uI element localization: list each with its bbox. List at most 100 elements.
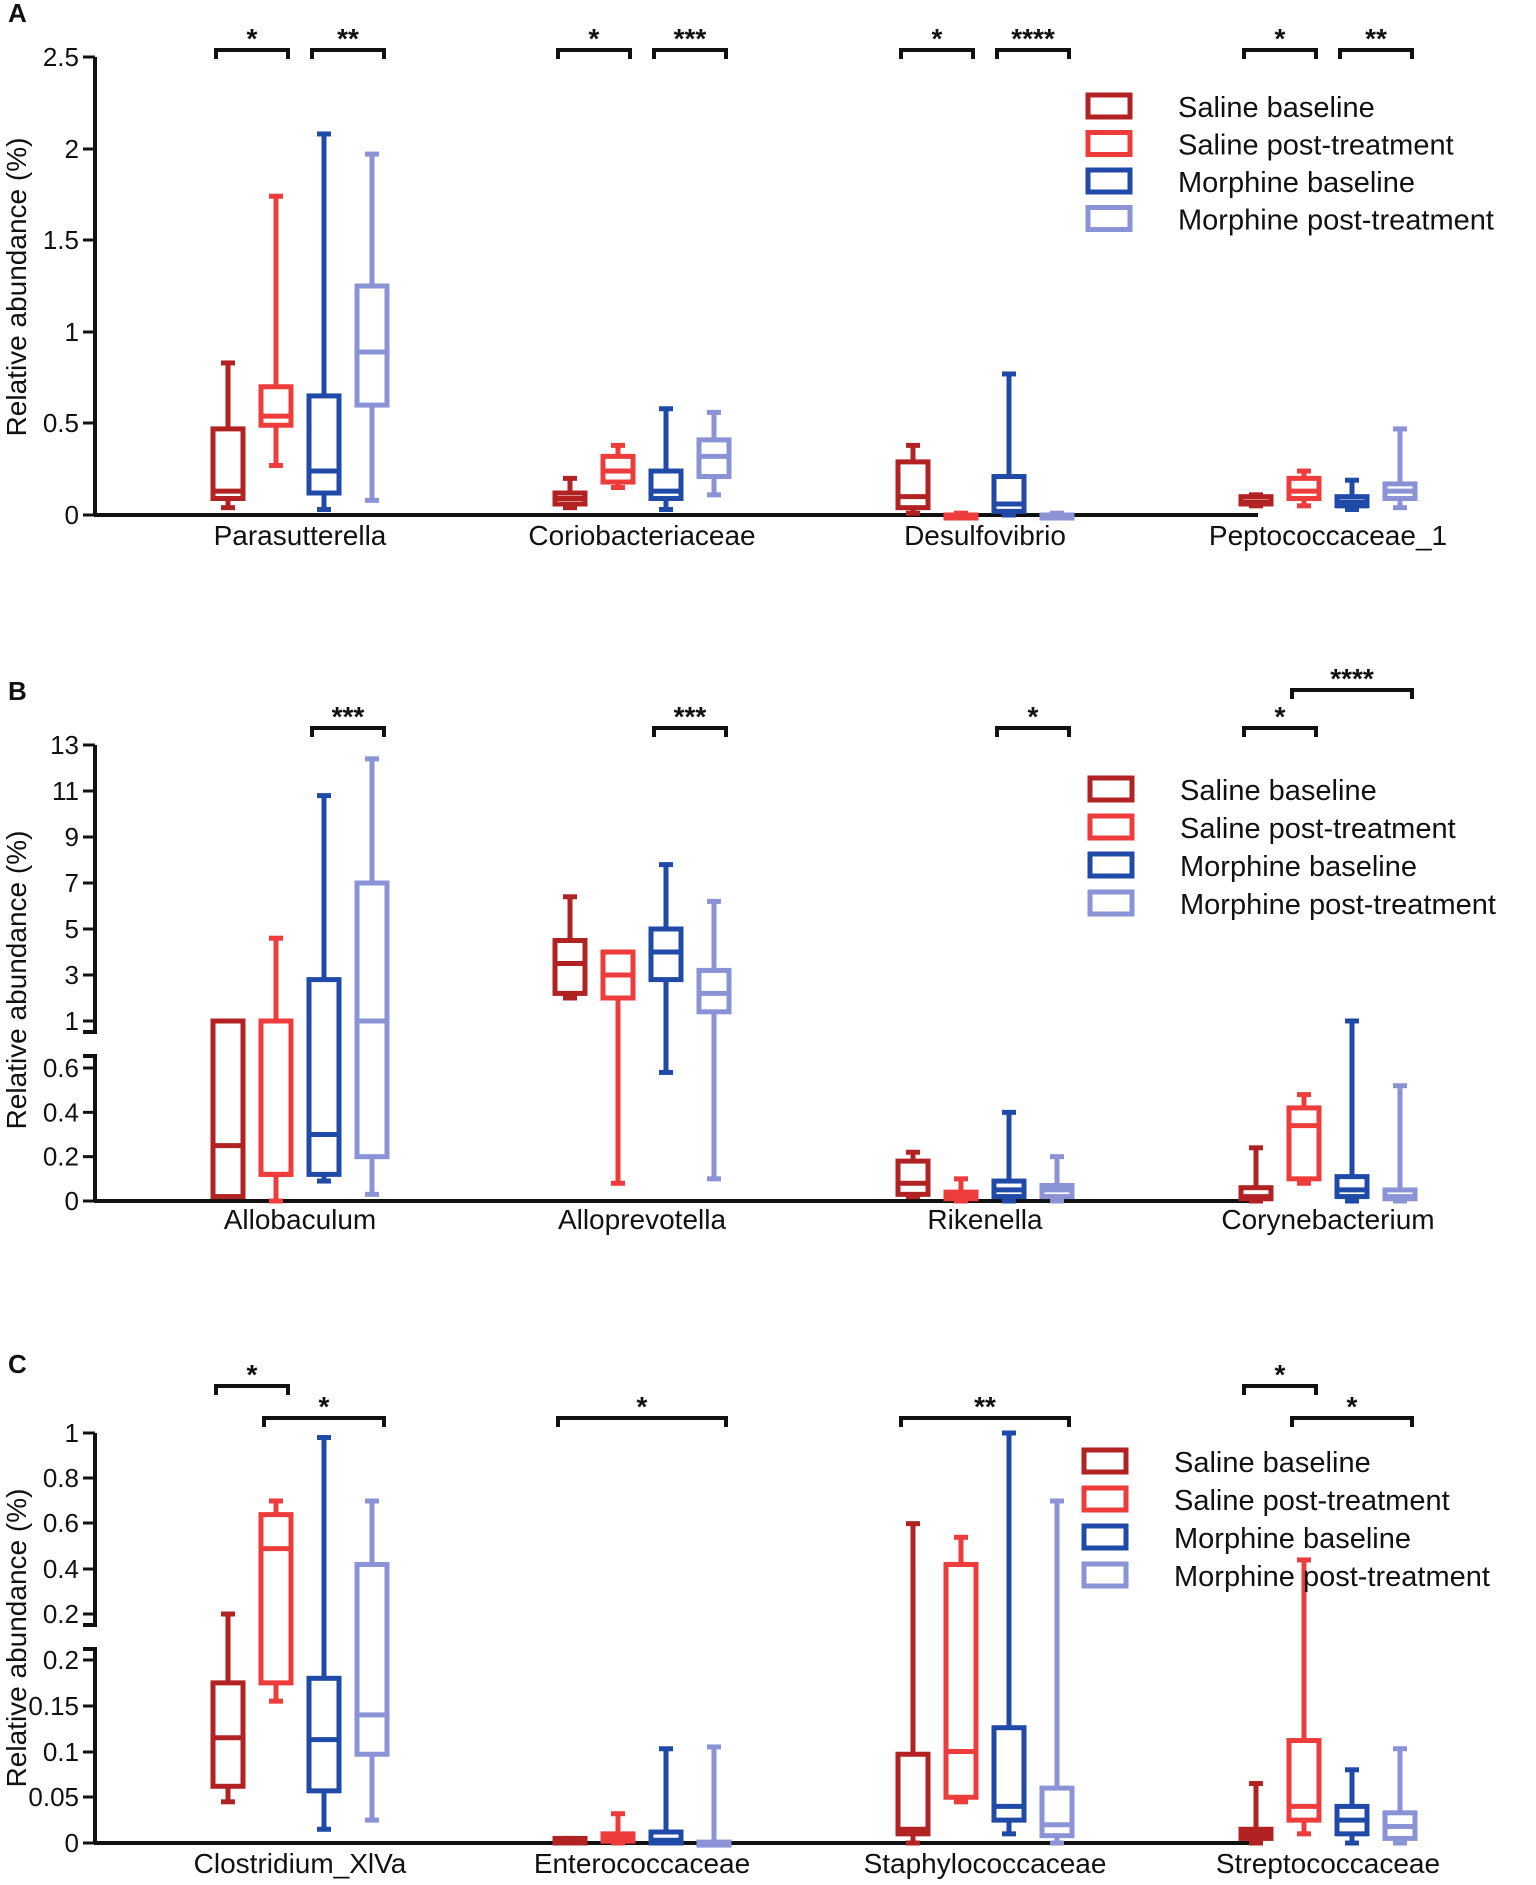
panel-label: C: [8, 1349, 27, 1379]
y-tick-label: 0.2: [43, 1645, 79, 1675]
significance-label: ***: [674, 23, 707, 54]
box-plot: [1238, 492, 1274, 509]
box-plot: [943, 1534, 979, 1805]
box-plot: [210, 1018, 246, 1200]
box-plot: [1039, 1154, 1075, 1204]
box-iqr: [895, 1158, 931, 1197]
significance-bracket: *: [1290, 1391, 1414, 1427]
significance-bracket: *: [1242, 1359, 1318, 1395]
panel-c: C Relative abundance (%) 0 0.05 0.1 0.15 0.2 0.…: [1, 1349, 1490, 1879]
significance-label: *: [247, 23, 258, 54]
y-tick-label: 0.15: [28, 1691, 79, 1721]
panel-a: A Relative abundance (%) 0 0.5 1 1.5 2 2.5 Paras…: [1, 0, 1494, 551]
legend-label: Saline post-treatment: [1180, 813, 1456, 845]
significance-label: *: [247, 1359, 258, 1390]
y-tick-label: 1: [65, 1006, 79, 1036]
legend-swatch: [1081, 1447, 1129, 1475]
significance-bracket: **: [1338, 23, 1414, 59]
box-plot: [258, 935, 294, 1204]
box-iqr: [210, 426, 246, 502]
y-tick-label: 13: [50, 730, 79, 760]
significance-bracket: *: [214, 23, 290, 59]
x-category-label: Alloprevotella: [558, 1204, 727, 1235]
significance-bracket: *: [556, 1391, 728, 1427]
significance-bracket: *: [556, 23, 632, 59]
significance-label: *: [319, 1391, 330, 1422]
legend-label: Morphine baseline: [1174, 1523, 1411, 1555]
significance-label: *: [1028, 701, 1039, 732]
significance-label: ***: [674, 701, 707, 732]
box-plot: [648, 406, 684, 513]
x-category-label: Parasutterella: [214, 520, 387, 551]
significance-bracket: *: [262, 1391, 386, 1427]
legend: Saline baseline Saline post-treatment Morp…: [1081, 1447, 1490, 1593]
significance-label: *: [637, 1391, 648, 1422]
significance-label: *: [1275, 1359, 1286, 1390]
significance-label: ****: [1011, 23, 1055, 54]
x-category-label: Clostridium_XlVa: [194, 1848, 407, 1879]
box-plot: [696, 898, 732, 1182]
legend-label: Morphine post-treatment: [1178, 205, 1494, 237]
box-plot: [1334, 477, 1370, 513]
legend: Saline baseline Saline post-treatment Morp…: [1085, 92, 1494, 237]
y-tick-label: 0.6: [43, 1508, 79, 1538]
legend-label: Morphine baseline: [1178, 167, 1415, 199]
legend-swatch: [1081, 1523, 1129, 1551]
x-category-label: Corynebacterium: [1221, 1204, 1434, 1235]
legend-swatch: [1081, 1561, 1129, 1589]
significance-bracket: *: [1242, 701, 1318, 737]
box-plot: [552, 894, 588, 1001]
legend-label: Saline post-treatment: [1174, 1485, 1450, 1517]
box-iqr: [648, 1829, 684, 1846]
box-iqr: [210, 1680, 246, 1789]
significance-bracket: *: [214, 1359, 290, 1395]
box-plot: [648, 1746, 684, 1846]
box-plot: [306, 1435, 342, 1832]
y-tick-label: 0.4: [43, 1097, 79, 1127]
box-plot: [552, 1835, 588, 1846]
y-axis-label: Relative abundance (%): [1, 138, 32, 437]
box-iqr: [306, 1675, 342, 1794]
legend-label: Morphine post-treatment: [1174, 1561, 1490, 1593]
legend: Saline baseline Saline post-treatment Morp…: [1087, 775, 1496, 921]
box-plot: [258, 193, 294, 469]
y-tick-label: 0.1: [43, 1737, 79, 1767]
box-plot: [1382, 426, 1418, 511]
box-iqr: [1286, 1105, 1322, 1182]
legend-label: Saline baseline: [1178, 92, 1375, 124]
y-tick-label: 0.6: [43, 1053, 79, 1083]
y-tick-label: 0.5: [43, 408, 79, 438]
box-iqr: [648, 468, 684, 502]
box-iqr: [306, 393, 342, 496]
x-category-label: Streptococcaceae: [1216, 1848, 1440, 1879]
box-plot: [895, 1149, 931, 1200]
significance-label: *: [1275, 23, 1286, 54]
box-plot: [943, 510, 979, 521]
box-plot: [943, 1176, 979, 1204]
box-iqr: [258, 1512, 294, 1686]
box-plot: [1039, 1498, 1075, 1846]
box-iqr: [354, 283, 390, 408]
box-plot: [354, 1498, 390, 1823]
y-tick-label: 0.05: [28, 1782, 79, 1812]
box-plot: [895, 1521, 931, 1846]
legend-label: Saline baseline: [1180, 775, 1377, 807]
significance-label: *: [1275, 701, 1286, 732]
legend-label: Saline baseline: [1174, 1447, 1371, 1479]
y-axis-label: Relative abundance (%): [1, 1489, 32, 1788]
box-plot: [258, 1498, 294, 1704]
box-iqr: [1286, 475, 1322, 502]
legend-label: Morphine post-treatment: [1180, 889, 1496, 921]
significance-label: *: [589, 23, 600, 54]
box-plot: [648, 862, 684, 1075]
box-plot: [600, 442, 636, 491]
significance-label: ***: [332, 701, 365, 732]
box-plot: [991, 371, 1027, 518]
significance-label: **: [974, 1391, 996, 1422]
significance-label: *: [932, 23, 943, 54]
legend-swatch: [1085, 130, 1133, 157]
y-tick-label: 1.5: [43, 225, 79, 255]
box-plot: [306, 793, 342, 1184]
